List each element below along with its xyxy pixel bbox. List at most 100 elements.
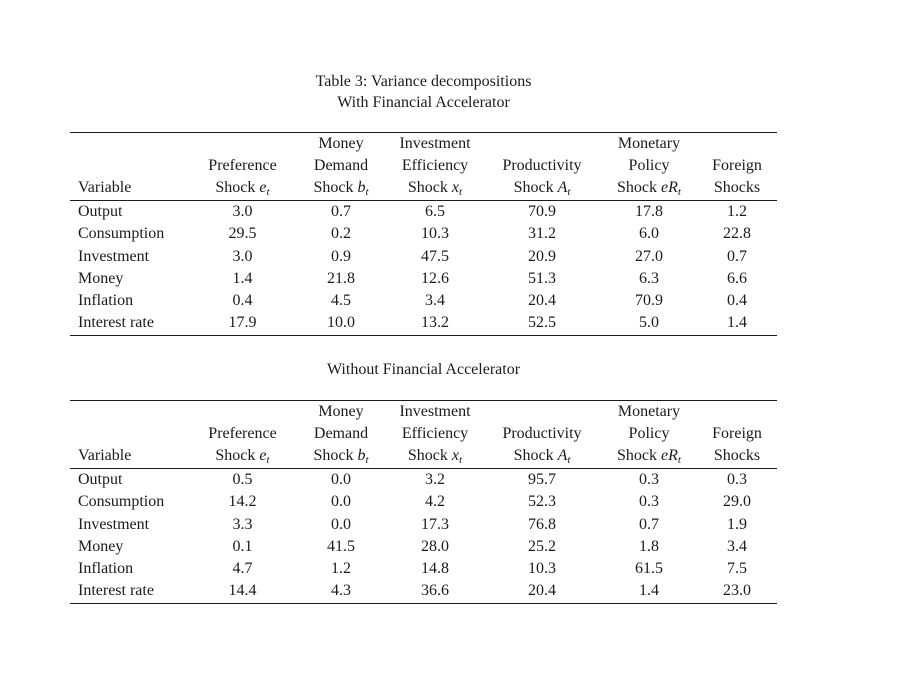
value-cell: 0.0 <box>331 493 351 511</box>
table-without-financial-accelerator: Variable Preference Shock et Money Demand Sho… <box>70 400 777 604</box>
column-header-productivity-shock: Productivity Shock At <box>483 400 601 469</box>
value-cell: 20.4 <box>528 292 556 310</box>
value-cell: 1.9 <box>727 515 747 533</box>
value-cell: 23.0 <box>723 582 751 600</box>
value-cell: 22.8 <box>723 225 751 243</box>
variable-cell: Output <box>78 203 123 220</box>
value-cell: 17.3 <box>421 515 449 533</box>
column-header-investment-efficiency-shock: Investment Efficiency Shock xt <box>387 132 483 201</box>
header-row: Variable Preference Shock et Money Demand Sho… <box>70 400 777 469</box>
value-cell: 25.2 <box>528 537 556 555</box>
value-cell: 0.3 <box>639 471 659 488</box>
variable-cell: Output <box>78 471 123 488</box>
value-cell: 4.3 <box>331 582 351 600</box>
value-cell: 0.9 <box>331 247 351 265</box>
value-cell: 4.5 <box>331 292 351 310</box>
value-cell: 52.5 <box>528 314 556 332</box>
value-cell: 3.4 <box>425 292 445 310</box>
table-row: Consumption 29.5 0.2 10.3 31.2 6.0 22.8 <box>70 223 777 245</box>
variable-cell: Investment <box>78 247 150 265</box>
value-cell: 0.0 <box>331 515 351 533</box>
value-cell: 21.8 <box>327 269 355 287</box>
value-cell: 0.4 <box>727 292 747 310</box>
value-cell: 52.3 <box>528 493 556 511</box>
value-cell: 10.3 <box>528 560 556 578</box>
column-header-money-demand-shock: Money Demand Shock bt <box>295 132 387 201</box>
value-cell: 12.6 <box>421 269 449 287</box>
value-cell: 14.2 <box>228 493 257 511</box>
column-header-variable: Variable <box>70 132 190 201</box>
variable-cell: Consumption <box>78 493 165 511</box>
table-row: Money 1.4 21.8 12.6 51.3 6.3 6.6 <box>70 268 777 290</box>
value-cell: 17.9 <box>228 314 257 332</box>
column-header-monetary-policy-shock: Monetary Policy Shock eRt <box>601 132 697 201</box>
panel2-title: Without Financial Accelerator <box>326 361 521 378</box>
column-header-monetary-policy-shock: Monetary Policy Shock eRt <box>601 400 697 469</box>
table-with-financial-accelerator: Variable Preference Shock et Money Demand Sho… <box>70 132 777 336</box>
table-row: Investment 3.0 0.9 47.5 20.9 27.0 0.7 <box>70 246 777 268</box>
value-cell: 0.7 <box>727 247 747 265</box>
value-cell: 3.0 <box>232 247 253 265</box>
value-cell: 0.7 <box>331 203 351 220</box>
value-cell: 27.0 <box>635 247 663 265</box>
table-row: Output 0.5 0.0 3.2 95.7 0.3 0.3 <box>70 469 777 492</box>
variable-cell: Investment <box>78 515 150 533</box>
column-header-productivity-shock: Productivity Shock At <box>483 132 601 201</box>
column-header-money-demand-shock: Money Demand Shock bt <box>295 400 387 469</box>
header-row: Variable Preference Shock et Money Demand Sho… <box>70 132 777 201</box>
value-cell: 4.7 <box>232 560 253 578</box>
value-cell: 10.3 <box>421 225 449 243</box>
column-header-variable: Variable <box>70 400 190 469</box>
value-cell: 3.4 <box>727 537 747 555</box>
value-cell: 3.2 <box>425 471 445 488</box>
value-cell: 47.5 <box>421 247 449 265</box>
value-cell: 1.4 <box>727 314 747 332</box>
value-cell: 28.0 <box>421 537 449 555</box>
column-header-preference-shock: Preference Shock et <box>190 132 295 201</box>
value-cell: 0.5 <box>232 471 253 488</box>
variable-cell: Consumption <box>78 225 165 243</box>
column-header-foreign-shocks: Foreign Shocks <box>697 400 777 469</box>
table-row: Investment 3.3 0.0 17.3 76.8 0.7 1.9 <box>70 514 777 536</box>
value-cell: 70.9 <box>635 292 663 310</box>
value-cell: 3.3 <box>232 515 253 533</box>
value-cell: 41.5 <box>327 537 355 555</box>
value-cell: 6.0 <box>639 225 659 243</box>
value-cell: 0.2 <box>331 225 351 243</box>
value-cell: 76.8 <box>528 515 556 533</box>
value-cell: 7.5 <box>727 560 747 578</box>
value-cell: 1.8 <box>639 537 659 555</box>
value-cell: 10.0 <box>327 314 355 332</box>
value-cell: 61.5 <box>635 560 663 578</box>
table-row: Inflation 0.4 4.5 3.4 20.4 70.9 0.4 <box>70 290 777 312</box>
value-cell: 20.4 <box>528 582 556 600</box>
value-cell: 6.6 <box>727 269 747 287</box>
value-cell: 36.6 <box>421 582 449 600</box>
value-cell: 70.9 <box>528 203 556 220</box>
value-cell: 1.2 <box>727 203 747 220</box>
table-row: Money 0.1 41.5 28.0 25.2 1.8 3.4 <box>70 536 777 558</box>
table-caption-title: Table 3: Variance decompositions <box>315 73 532 90</box>
variable-cell: Inflation <box>78 292 134 310</box>
variable-cell: Interest rate <box>78 314 154 332</box>
value-cell: 14.8 <box>421 560 449 578</box>
value-cell: 29.5 <box>228 225 257 243</box>
value-cell: 4.2 <box>425 493 445 511</box>
value-cell: 17.8 <box>635 203 663 220</box>
value-cell: 1.2 <box>331 560 351 578</box>
value-cell: 1.4 <box>639 582 659 600</box>
value-cell: 0.4 <box>232 292 253 310</box>
table-row: Consumption 14.2 0.0 4.2 52.3 0.3 29.0 <box>70 491 777 513</box>
column-header-investment-efficiency-shock: Investment Efficiency Shock xt <box>387 400 483 469</box>
variable-cell: Interest rate <box>78 582 154 600</box>
value-cell: 31.2 <box>528 225 556 243</box>
value-cell: 5.0 <box>639 314 659 332</box>
value-cell: 29.0 <box>723 493 751 511</box>
table-row: Output 3.0 0.7 6.5 70.9 17.8 1.2 <box>70 201 777 224</box>
table-row: Interest rate 14.4 4.3 36.6 20.4 1.4 23.0 <box>70 580 777 603</box>
value-cell: 1.4 <box>232 269 253 287</box>
value-cell: 0.1 <box>232 537 253 555</box>
table-row: Interest rate 17.9 10.0 13.2 52.5 5.0 1.4 <box>70 312 777 335</box>
value-cell: 13.2 <box>421 314 449 332</box>
